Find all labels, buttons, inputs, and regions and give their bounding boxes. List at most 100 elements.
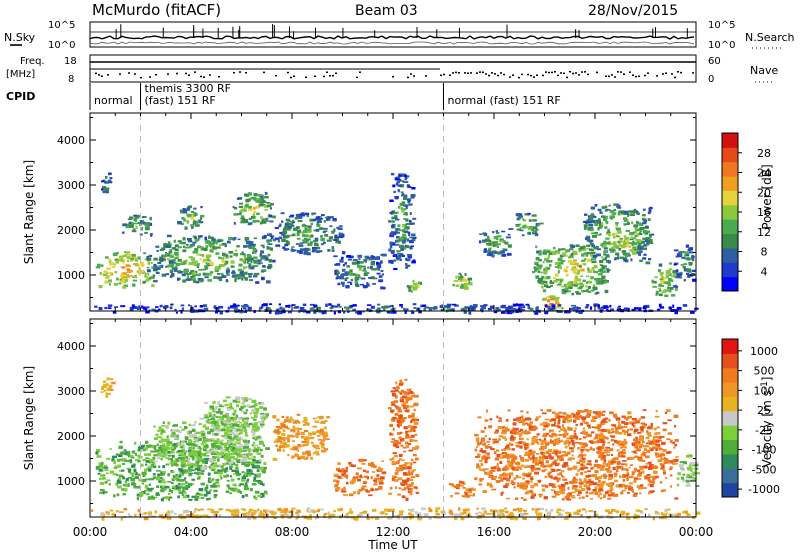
data-cell <box>626 477 629 481</box>
data-cell <box>244 258 247 261</box>
data-cell <box>516 217 520 221</box>
data-cell <box>121 469 125 472</box>
data-cell <box>183 469 189 472</box>
data-cell <box>391 392 396 396</box>
data-cell <box>100 264 104 267</box>
data-cell <box>193 212 196 216</box>
data-cell <box>516 468 519 471</box>
data-cell <box>247 461 252 464</box>
data-cell <box>174 248 179 252</box>
data-cell <box>167 421 171 425</box>
data-cell <box>269 310 272 314</box>
data-cell <box>213 464 219 468</box>
data-cell <box>360 277 366 280</box>
data-cell <box>572 270 577 274</box>
data-cell <box>604 209 608 212</box>
data-cell <box>499 238 504 241</box>
data-cell <box>596 282 600 285</box>
data-cell <box>348 462 352 465</box>
data-cell <box>439 304 445 307</box>
data-cell <box>368 462 372 466</box>
data-cell <box>241 426 245 429</box>
data-cell <box>555 273 559 277</box>
data-cell <box>205 426 210 431</box>
data-cell <box>188 474 192 477</box>
data-cell <box>204 439 209 442</box>
data-cell <box>505 428 510 432</box>
data-cell <box>686 269 692 273</box>
data-cell <box>132 279 138 282</box>
data-cell <box>597 273 603 276</box>
data-cell <box>167 496 172 499</box>
data-cell <box>112 473 115 476</box>
data-cell <box>392 307 396 310</box>
data-cell <box>288 434 294 438</box>
data-cell <box>492 231 495 234</box>
data-cell <box>623 307 628 311</box>
data-cell <box>266 239 270 243</box>
data-cell <box>131 276 135 279</box>
data-cell <box>558 248 561 252</box>
data-cell <box>162 465 165 469</box>
data-cell <box>395 486 397 489</box>
data-cell <box>194 305 197 308</box>
data-cell <box>358 258 361 260</box>
data-cell <box>675 456 679 458</box>
data-cell <box>557 257 563 261</box>
data-cell <box>576 461 581 465</box>
data-cell <box>399 392 403 395</box>
data-cell <box>246 245 251 247</box>
data-cell <box>460 308 464 311</box>
data-cell <box>251 246 255 250</box>
data-cell <box>482 450 487 454</box>
data-cell <box>161 247 166 250</box>
data-cell <box>407 443 412 445</box>
data-cell <box>559 254 564 258</box>
data-cell <box>331 246 335 250</box>
data-cell <box>218 305 224 309</box>
data-cell <box>662 289 666 293</box>
data-cell <box>179 426 183 428</box>
data-cell <box>397 422 402 427</box>
data-cell <box>228 444 231 447</box>
data-cell <box>148 257 152 261</box>
data-cell <box>191 478 195 481</box>
data-cell <box>129 455 134 458</box>
data-cell <box>297 427 303 430</box>
data-cell <box>397 206 401 209</box>
data-cell <box>181 454 187 457</box>
data-cell <box>189 244 193 248</box>
data-cell <box>583 224 588 228</box>
data-cell <box>394 405 397 408</box>
data-cell <box>187 461 191 464</box>
data-cell <box>225 416 230 419</box>
data-cell <box>472 493 476 497</box>
data-cell <box>551 252 556 255</box>
data-cell <box>584 258 587 261</box>
data-cell <box>628 466 631 469</box>
data-cell <box>590 491 594 494</box>
data-cell <box>137 264 141 267</box>
data-cell <box>606 231 611 234</box>
data-cell <box>94 305 98 308</box>
data-cell <box>403 426 407 430</box>
data-cell <box>281 238 286 243</box>
data-cell <box>154 449 160 453</box>
data-cell <box>200 482 205 486</box>
data-cell <box>683 279 686 282</box>
data-cell <box>183 452 186 455</box>
data-cell <box>660 467 665 470</box>
data-cell <box>164 452 167 456</box>
data-cell <box>259 436 262 440</box>
data-cell <box>680 271 683 276</box>
data-cell <box>291 455 295 459</box>
data-cell <box>601 465 605 468</box>
data-cell <box>205 245 208 248</box>
data-cell <box>612 233 615 236</box>
data-cell <box>298 445 302 447</box>
data-cell <box>155 494 160 497</box>
data-cell <box>565 249 571 253</box>
data-cell <box>467 277 472 281</box>
data-cell <box>302 233 305 238</box>
data-cell <box>124 481 128 484</box>
